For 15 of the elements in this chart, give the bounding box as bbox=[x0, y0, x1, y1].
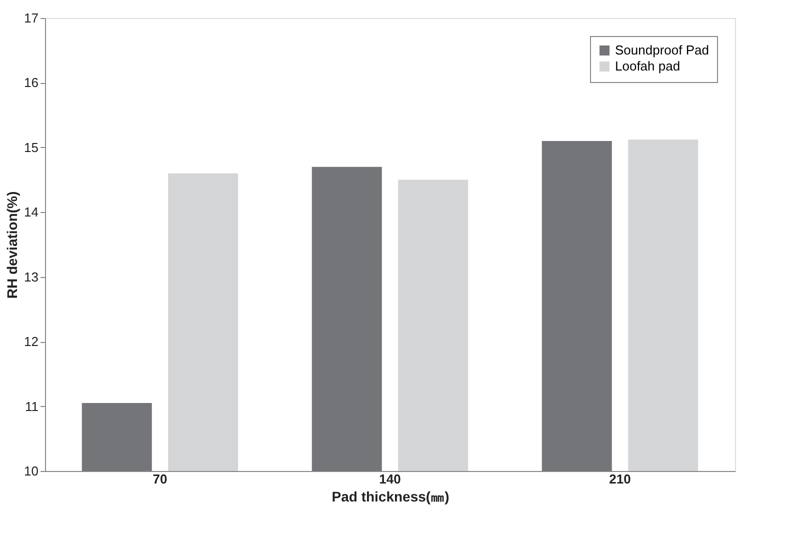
y-tick-label: 16 bbox=[24, 75, 38, 90]
y-tick-label: 15 bbox=[24, 140, 38, 155]
y-tick-label: 12 bbox=[24, 334, 38, 350]
y-tick-label: 10 bbox=[24, 464, 38, 478]
x-tick-label: 140 bbox=[379, 472, 401, 486]
y-tick-label: 17 bbox=[24, 10, 38, 26]
x-tick-label: 70 bbox=[152, 472, 168, 486]
legend-label: Soundproof Pad bbox=[615, 42, 709, 58]
y-tick-label: 11 bbox=[25, 398, 38, 414]
x-tick-label: 210 bbox=[609, 472, 631, 486]
y-tick-label: 14 bbox=[24, 204, 38, 220]
y-axis-title: RH deviation(%) bbox=[4, 191, 20, 299]
x-axis-title: Pad thickness(㎜) bbox=[332, 488, 450, 504]
legend-label: Loofah pad bbox=[615, 58, 680, 74]
y-tick-label: 13 bbox=[24, 269, 38, 284]
